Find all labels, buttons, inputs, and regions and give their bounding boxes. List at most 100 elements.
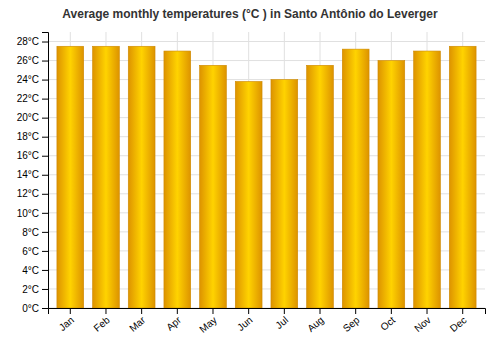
- bar: [128, 46, 155, 308]
- y-tick: 28°C: [17, 36, 48, 47]
- x-tick-mark: [320, 308, 321, 314]
- y-tick-mark: [42, 137, 48, 138]
- y-tick-label: 18°C: [17, 131, 39, 142]
- y-axis-line: [42, 33, 49, 309]
- y-tick-mark: [42, 175, 48, 176]
- y-tick: 2°C: [22, 284, 48, 295]
- x-tick: Jan: [57, 308, 76, 333]
- x-tick-mark: [248, 308, 249, 314]
- x-tick-label: Nov: [412, 314, 433, 334]
- bar: [164, 51, 191, 308]
- x-tick-label: Jan: [57, 314, 76, 333]
- y-tick-label: 6°C: [22, 246, 39, 257]
- x-tick-label: Jul: [273, 314, 290, 331]
- x-tick: Oct: [378, 308, 397, 333]
- x-tick-mark: [462, 308, 463, 314]
- y-tick-label: 26°C: [17, 55, 39, 66]
- x-tick-label: May: [197, 314, 219, 335]
- y-tick-label: 8°C: [22, 227, 39, 238]
- x-tick: Aug: [305, 308, 326, 334]
- bar: [271, 80, 298, 308]
- bar: [342, 49, 369, 308]
- grid-line: [48, 41, 485, 42]
- y-tick-label: 16°C: [17, 150, 39, 161]
- bar: [200, 65, 227, 308]
- x-tick: May: [197, 308, 219, 335]
- y-tick-mark: [42, 289, 48, 290]
- x-tick-mark: [177, 308, 178, 314]
- y-tick-label: 12°C: [17, 188, 39, 199]
- x-tick-mark: [105, 308, 106, 314]
- y-tick-mark: [42, 80, 48, 81]
- x-tick: Mar: [127, 308, 148, 334]
- y-tick-label: 0°C: [22, 303, 39, 314]
- bar: [378, 61, 405, 308]
- bar: [449, 46, 476, 308]
- y-tick: 12°C: [17, 188, 48, 199]
- y-tick-mark: [42, 308, 48, 309]
- y-tick-label: 10°C: [17, 208, 39, 219]
- x-tick-label: Oct: [378, 314, 397, 333]
- y-tick-mark: [42, 61, 48, 62]
- x-tick-label: Jun: [235, 314, 254, 333]
- x-tick: Nov: [412, 308, 433, 334]
- x-axis: Jan Feb Mar Apr May Jun Jul Aug Sep Oct Nov Dec: [49, 308, 486, 335]
- bar: [307, 65, 334, 308]
- x-tick-label: Sep: [341, 314, 362, 334]
- x-tick: Dec: [448, 308, 469, 334]
- bar: [414, 51, 441, 308]
- y-tick: 22°C: [17, 93, 48, 104]
- y-tick-label: 2°C: [22, 284, 39, 295]
- y-tick-label: 14°C: [17, 169, 39, 180]
- bar: [57, 46, 84, 308]
- bars: [57, 46, 476, 308]
- x-tick-mark: [284, 308, 285, 314]
- bar: [235, 81, 262, 308]
- x-tick-mark: [391, 308, 392, 314]
- y-tick-mark: [42, 99, 48, 100]
- x-tick-mark: [141, 308, 142, 314]
- x-tick: Feb: [92, 308, 113, 334]
- y-axis: 0°C 2°C 4°C 6°C 8°C 10°C 12°C 14°C 16°C 18°C 20°C 2…: [17, 33, 49, 314]
- y-tick: 10°C: [17, 208, 48, 219]
- x-tick-label: Mar: [127, 314, 148, 334]
- y-tick-mark: [42, 194, 48, 195]
- y-tick: 6°C: [22, 246, 48, 257]
- y-tick: 14°C: [17, 169, 48, 180]
- y-tick: 18°C: [17, 131, 48, 142]
- x-tick-mark: [70, 308, 71, 314]
- y-tick-mark: [42, 118, 48, 119]
- x-tick: Sep: [341, 308, 362, 334]
- chart: Jan Feb Mar Apr May Jun Jul Aug Sep Oct Nov Dec 0°C 2…: [0, 0, 500, 350]
- y-tick-label: 4°C: [22, 265, 39, 276]
- x-tick-label: Apr: [164, 314, 184, 333]
- y-tick-label: 22°C: [17, 93, 39, 104]
- x-tick-mark: [355, 308, 356, 314]
- y-tick-label: 20°C: [17, 112, 39, 123]
- grid: [48, 32, 485, 308]
- y-tick-mark: [42, 156, 48, 157]
- y-tick-mark: [42, 251, 48, 252]
- plot: Jan Feb Mar Apr May Jun Jul Aug Sep Oct Nov Dec 0°C 2…: [17, 32, 486, 335]
- y-tick: 0°C: [22, 303, 48, 314]
- x-tick: Jun: [235, 308, 254, 333]
- y-tick-mark: [42, 42, 48, 43]
- y-tick: 16°C: [17, 150, 48, 161]
- y-tick: 24°C: [17, 74, 48, 85]
- y-tick-label: 28°C: [17, 36, 39, 47]
- x-tick-mark: [212, 308, 213, 314]
- y-tick-mark: [42, 270, 48, 271]
- x-tick: Apr: [164, 308, 184, 333]
- x-tick-label: Feb: [92, 314, 113, 334]
- y-tick: 8°C: [22, 227, 48, 238]
- x-tick-mark: [427, 308, 428, 314]
- bar: [93, 46, 120, 308]
- y-tick: 4°C: [22, 265, 48, 276]
- y-tick-label: 24°C: [17, 74, 39, 85]
- y-tick: 26°C: [17, 55, 48, 66]
- x-axis-line: [49, 309, 486, 315]
- y-tick-mark: [42, 213, 48, 214]
- x-tick: Jul: [273, 308, 290, 331]
- title: Average monthly temperatures (°C ) in Sa…: [62, 7, 438, 21]
- y-tick-mark: [42, 232, 48, 233]
